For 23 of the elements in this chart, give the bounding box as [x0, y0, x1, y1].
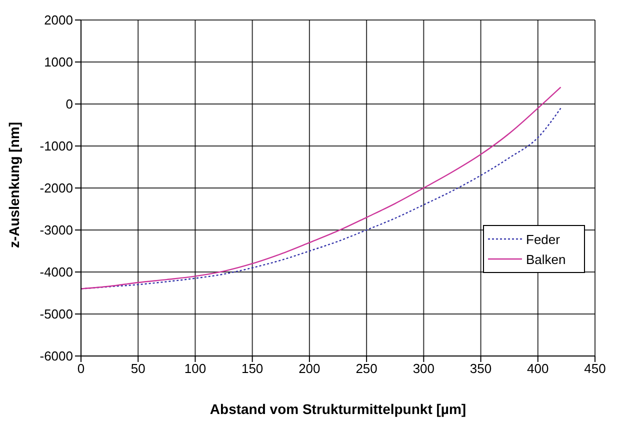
x-tick-label: 200 [298, 361, 320, 376]
y-tick-label: 0 [66, 96, 73, 112]
x-axis-title: Abstand vom Strukturmittelpunkt [µm] [210, 401, 466, 417]
legend-label: Feder [526, 232, 560, 246]
y-tick-label: -1000 [40, 138, 73, 154]
y-tick-label: -2000 [40, 180, 73, 196]
y-tick-label: 2000 [44, 12, 73, 28]
x-tick-label: 100 [184, 361, 206, 376]
y-tick-label: -4000 [40, 264, 73, 280]
y-tick-label: -3000 [40, 222, 73, 238]
y-tick-label: 1000 [44, 54, 73, 70]
y-tick-label: -5000 [40, 306, 73, 322]
x-tick-label: 400 [527, 361, 549, 376]
x-tick-label: 150 [241, 361, 264, 376]
legend-label: Balken [526, 252, 566, 266]
x-tick-label: 350 [470, 361, 492, 376]
x-tick-label: 450 [584, 361, 606, 376]
x-tick-label: 300 [412, 361, 435, 376]
y-axis-title: z-Auslenkung [nm] [6, 122, 22, 248]
y-tick-label: -6000 [40, 348, 73, 364]
x-tick-label: 0 [77, 361, 85, 376]
x-tick-label: 50 [130, 361, 146, 376]
x-tick-label: 250 [356, 361, 378, 376]
